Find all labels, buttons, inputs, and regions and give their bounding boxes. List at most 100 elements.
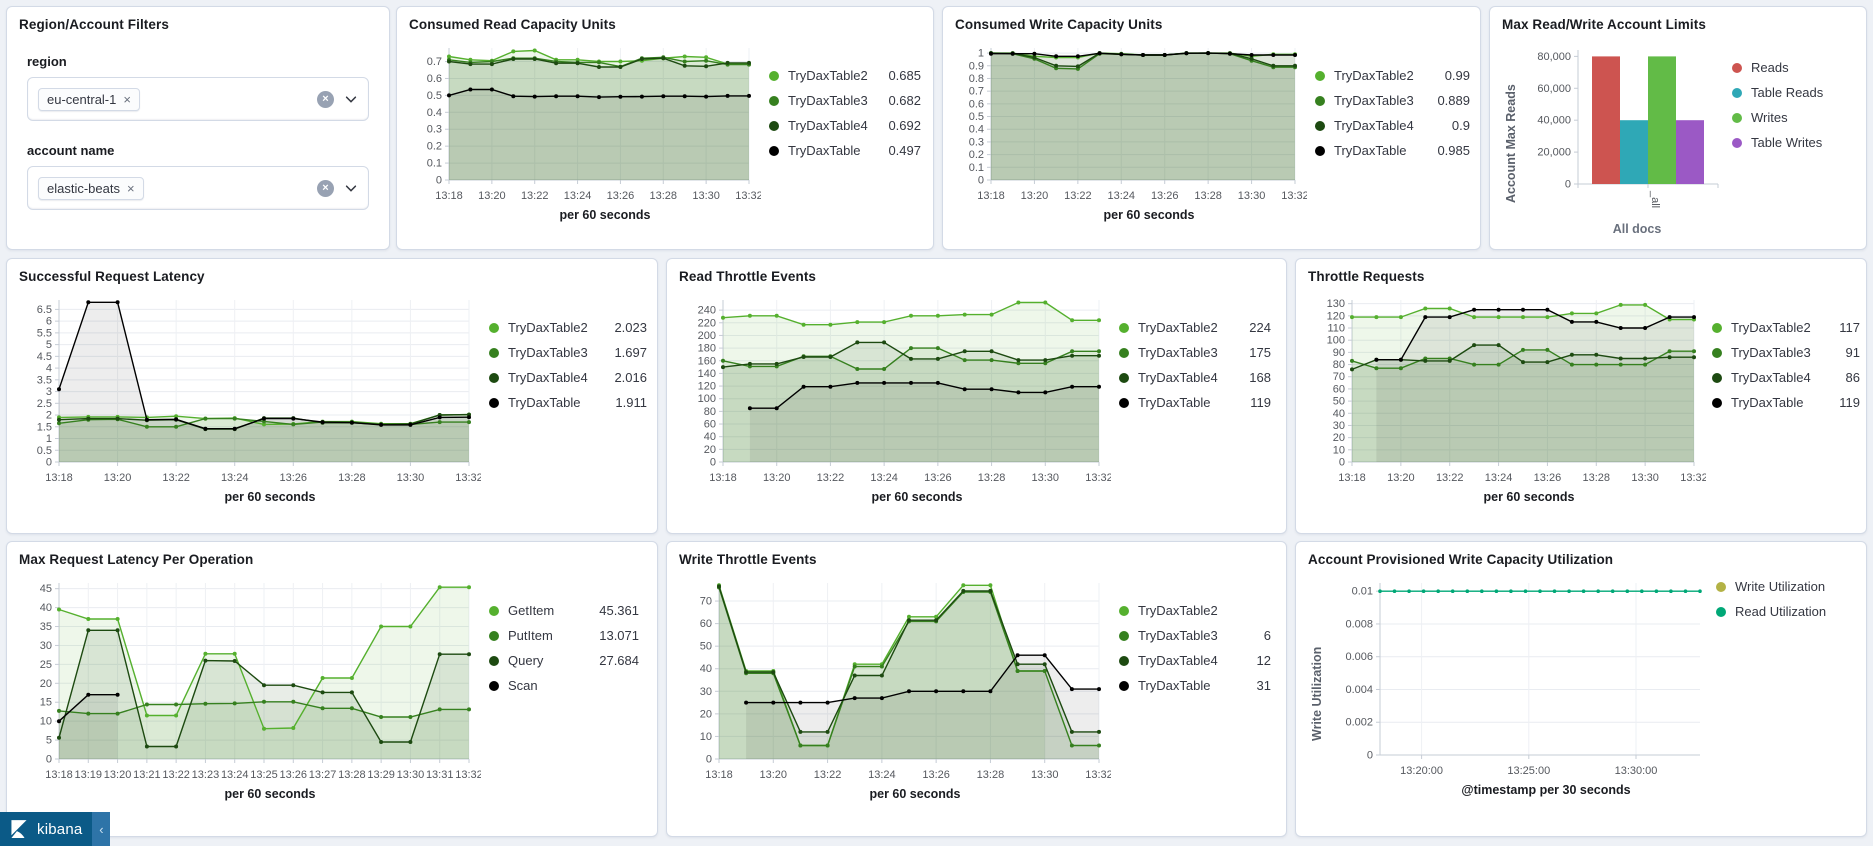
successful-request-latency-chart[interactable]: 0 0.5 1 1.5 2 2.5 3 3.5 4 4.5 5 5.5 6 6.5 13:18 13:20 13…	[19, 290, 483, 488]
legend-value: 6	[1263, 628, 1271, 643]
legend-item[interactable]: TryDaxTable4 0.692	[769, 118, 921, 133]
legend-item[interactable]: TryDaxTable4 2.016	[489, 370, 647, 385]
chart-legend: TryDaxTable2 2.023 TryDaxTable3 1.697 TryDax…	[489, 290, 647, 420]
legend-item[interactable]: TryDaxTable4 0.9	[1315, 118, 1470, 133]
legend-item[interactable]: Read Utilization	[1716, 604, 1856, 619]
combobox-icons: ×	[317, 90, 358, 108]
legend-item[interactable]: TryDaxTable 0.985	[1315, 143, 1470, 158]
max-request-latency-chart[interactable]: 0 5 10 15 20 25 30 35 40 45 13:18 13:19 13:20 13:21 13…	[19, 573, 483, 785]
chevron-down-icon[interactable]	[344, 181, 358, 195]
svg-text:13:24: 13:24	[1485, 472, 1513, 484]
consumed-read-capacity-chart[interactable]: 0 0.1 0.2 0.3 0.4 0.5 0.6 0.7 13:18 13:20 13:22 13:…	[409, 38, 763, 206]
svg-text:13:30: 13:30	[1032, 472, 1060, 484]
legend-item[interactable]: TryDaxTable4 12	[1119, 653, 1271, 668]
legend-value: 175	[1249, 345, 1271, 360]
panel-title: Throttle Requests	[1308, 269, 1425, 284]
svg-text:240: 240	[698, 305, 716, 317]
kibana-home-button[interactable]: kibana	[0, 812, 93, 846]
chevron-down-icon[interactable]	[344, 92, 358, 106]
svg-text:40: 40	[40, 602, 52, 614]
remove-account-filter-icon[interactable]: ×	[126, 180, 135, 196]
legend-item[interactable]: TryDaxTable2 224	[1119, 320, 1271, 335]
legend-item[interactable]: TryDaxTable3 0.682	[769, 93, 921, 108]
consumed-write-capacity-chart[interactable]: 0 0.1 0.2 0.3 0.4 0.5 0.6 0.7 0.8 0.9 1 13:18 13:20 1…	[955, 38, 1309, 206]
svg-text:180: 180	[698, 343, 716, 355]
max-account-limits-svg[interactable]: 0 20,000 40,000 60,000 80,000 _all	[1518, 38, 1726, 220]
remove-region-filter-icon[interactable]: ×	[123, 91, 131, 107]
legend-item[interactable]: TryDaxTable 119	[1712, 395, 1860, 410]
legend-item[interactable]: TryDaxTable 119	[1119, 395, 1271, 410]
max-account-limits-chart[interactable]: 0 20,000 40,000 60,000 80,000 _all	[1518, 38, 1726, 220]
series-color-dot	[1119, 655, 1129, 666]
svg-text:20: 20	[40, 678, 52, 690]
legend-item[interactable]: Scan	[489, 678, 639, 693]
account-name-combobox[interactable]: elastic-beats × ×	[27, 166, 369, 210]
panel-read-throttle-events: Read Throttle Events 0 20 40 60 80 100 120 140 1…	[666, 258, 1287, 534]
account-write-utilization-svg[interactable]: 0 0.002 0.004 0.006 0.008 0.01 13:20:00 13:25:0…	[1324, 573, 1712, 781]
legend-label: TryDaxTable2	[508, 320, 588, 335]
legend-item[interactable]: TryDaxTable2 0.99	[1315, 68, 1470, 83]
chart-legend: TryDaxTable2 117 TryDaxTable3 91 TryDaxTable…	[1712, 290, 1860, 420]
series-color-dot	[1712, 322, 1722, 333]
svg-text:0.6: 0.6	[969, 98, 984, 110]
clear-account-selection-icon[interactable]: ×	[317, 179, 334, 197]
successful-request-latency-svg[interactable]: 00.511.522.533.544.555.566.5 13:18 13:20 13…	[19, 290, 483, 488]
legend-item[interactable]: TryDaxTable3 6	[1119, 628, 1271, 643]
legend-item[interactable]: Query 27.684	[489, 653, 639, 668]
svg-text:1: 1	[46, 433, 52, 445]
legend-item[interactable]: TryDaxTable3 1.697	[489, 345, 647, 360]
series-color-dot	[489, 347, 499, 358]
svg-text:13:32: 13:32	[735, 190, 761, 202]
svg-text:35: 35	[40, 621, 52, 633]
consumed-write-capacity-svg[interactable]: 00.10.20.30.40.50.60.70.80.91 13:18 13:20 1…	[955, 38, 1309, 206]
legend-item[interactable]: TryDaxTable4 168	[1119, 370, 1271, 385]
legend-value: 119	[1250, 395, 1271, 410]
legend-item[interactable]: Writes	[1732, 110, 1850, 125]
legend-item[interactable]: Table Writes	[1732, 135, 1850, 150]
read-throttle-events-chart[interactable]: 0 20 40 60 80 100 120 140 160 180 200 220 240 13:18 13…	[679, 290, 1113, 488]
legend-item[interactable]: TryDaxTable 31	[1119, 678, 1271, 693]
svg-text:13:18: 13:18	[709, 472, 737, 484]
write-throttle-events-svg[interactable]: 0 10 20 30 40 50 60 70 13:18 13:20 13:22 13:24 13:26…	[679, 573, 1113, 785]
svg-text:110: 110	[1327, 323, 1345, 335]
svg-text:13:24: 13:24	[1108, 190, 1136, 202]
consumed-read-capacity-svg[interactable]: 0 0.1 0.2 0.3 0.4 0.5 0.6 0.7 13:18 13:20 13:22 13:…	[409, 38, 763, 206]
legend-label: TryDaxTable3	[508, 345, 588, 360]
legend-item[interactable]: TryDaxTable3 91	[1712, 345, 1860, 360]
legend-value: 2.016	[614, 370, 647, 385]
legend-item[interactable]: TryDaxTable 0.497	[769, 143, 921, 158]
legend-item[interactable]: TryDaxTable 1.911	[489, 395, 647, 410]
series-color-dot	[769, 95, 779, 106]
svg-text:13:27: 13:27	[309, 769, 337, 781]
svg-text:70: 70	[1333, 371, 1345, 383]
series-color-dot	[769, 120, 779, 131]
legend-item[interactable]: TryDaxTable3 175	[1119, 345, 1271, 360]
collapse-sidebar-button[interactable]: ‹	[92, 812, 111, 846]
throttle-requests-chart[interactable]: 0 10 20 30 40 50 60 70 80 90 100 110 120 130 13:18 13:2…	[1308, 290, 1708, 488]
legend-item[interactable]: TryDaxTable2	[1119, 603, 1271, 618]
legend-item[interactable]: GetItem 45.361	[489, 603, 639, 618]
legend-item[interactable]: Reads	[1732, 60, 1850, 75]
legend-item[interactable]: PutItem 13.071	[489, 628, 639, 643]
write-throttle-events-chart[interactable]: 0 10 20 30 40 50 60 70 13:18 13:20 13:22 13:24 13:26…	[679, 573, 1113, 785]
y-axis-label: Account Max Reads	[1504, 84, 1518, 204]
legend-item[interactable]: Table Reads	[1732, 85, 1850, 100]
svg-text:13:22: 13:22	[1064, 190, 1092, 202]
legend-item[interactable]: TryDaxTable2 0.685	[769, 68, 921, 83]
series-color-dot	[489, 322, 499, 333]
legend-item[interactable]: TryDaxTable3 0.889	[1315, 93, 1470, 108]
legend-item[interactable]: TryDaxTable2 117	[1712, 320, 1860, 335]
series-color-dot	[769, 145, 779, 156]
legend-item[interactable]: TryDaxTable4 86	[1712, 370, 1860, 385]
legend-item[interactable]: TryDaxTable2 2.023	[489, 320, 647, 335]
account-filter-pill: elastic-beats ×	[38, 176, 144, 200]
legend-value: 31	[1256, 678, 1271, 693]
account-write-utilization-chart[interactable]: 0 0.002 0.004 0.006 0.008 0.01 13:20:00 13:25:0…	[1324, 573, 1712, 781]
clear-region-selection-icon[interactable]: ×	[317, 90, 334, 108]
region-combobox[interactable]: eu-central-1 × ×	[27, 77, 369, 121]
legend-item[interactable]: Write Utilization	[1716, 579, 1856, 594]
legend-label: TryDaxTable	[1334, 143, 1407, 158]
